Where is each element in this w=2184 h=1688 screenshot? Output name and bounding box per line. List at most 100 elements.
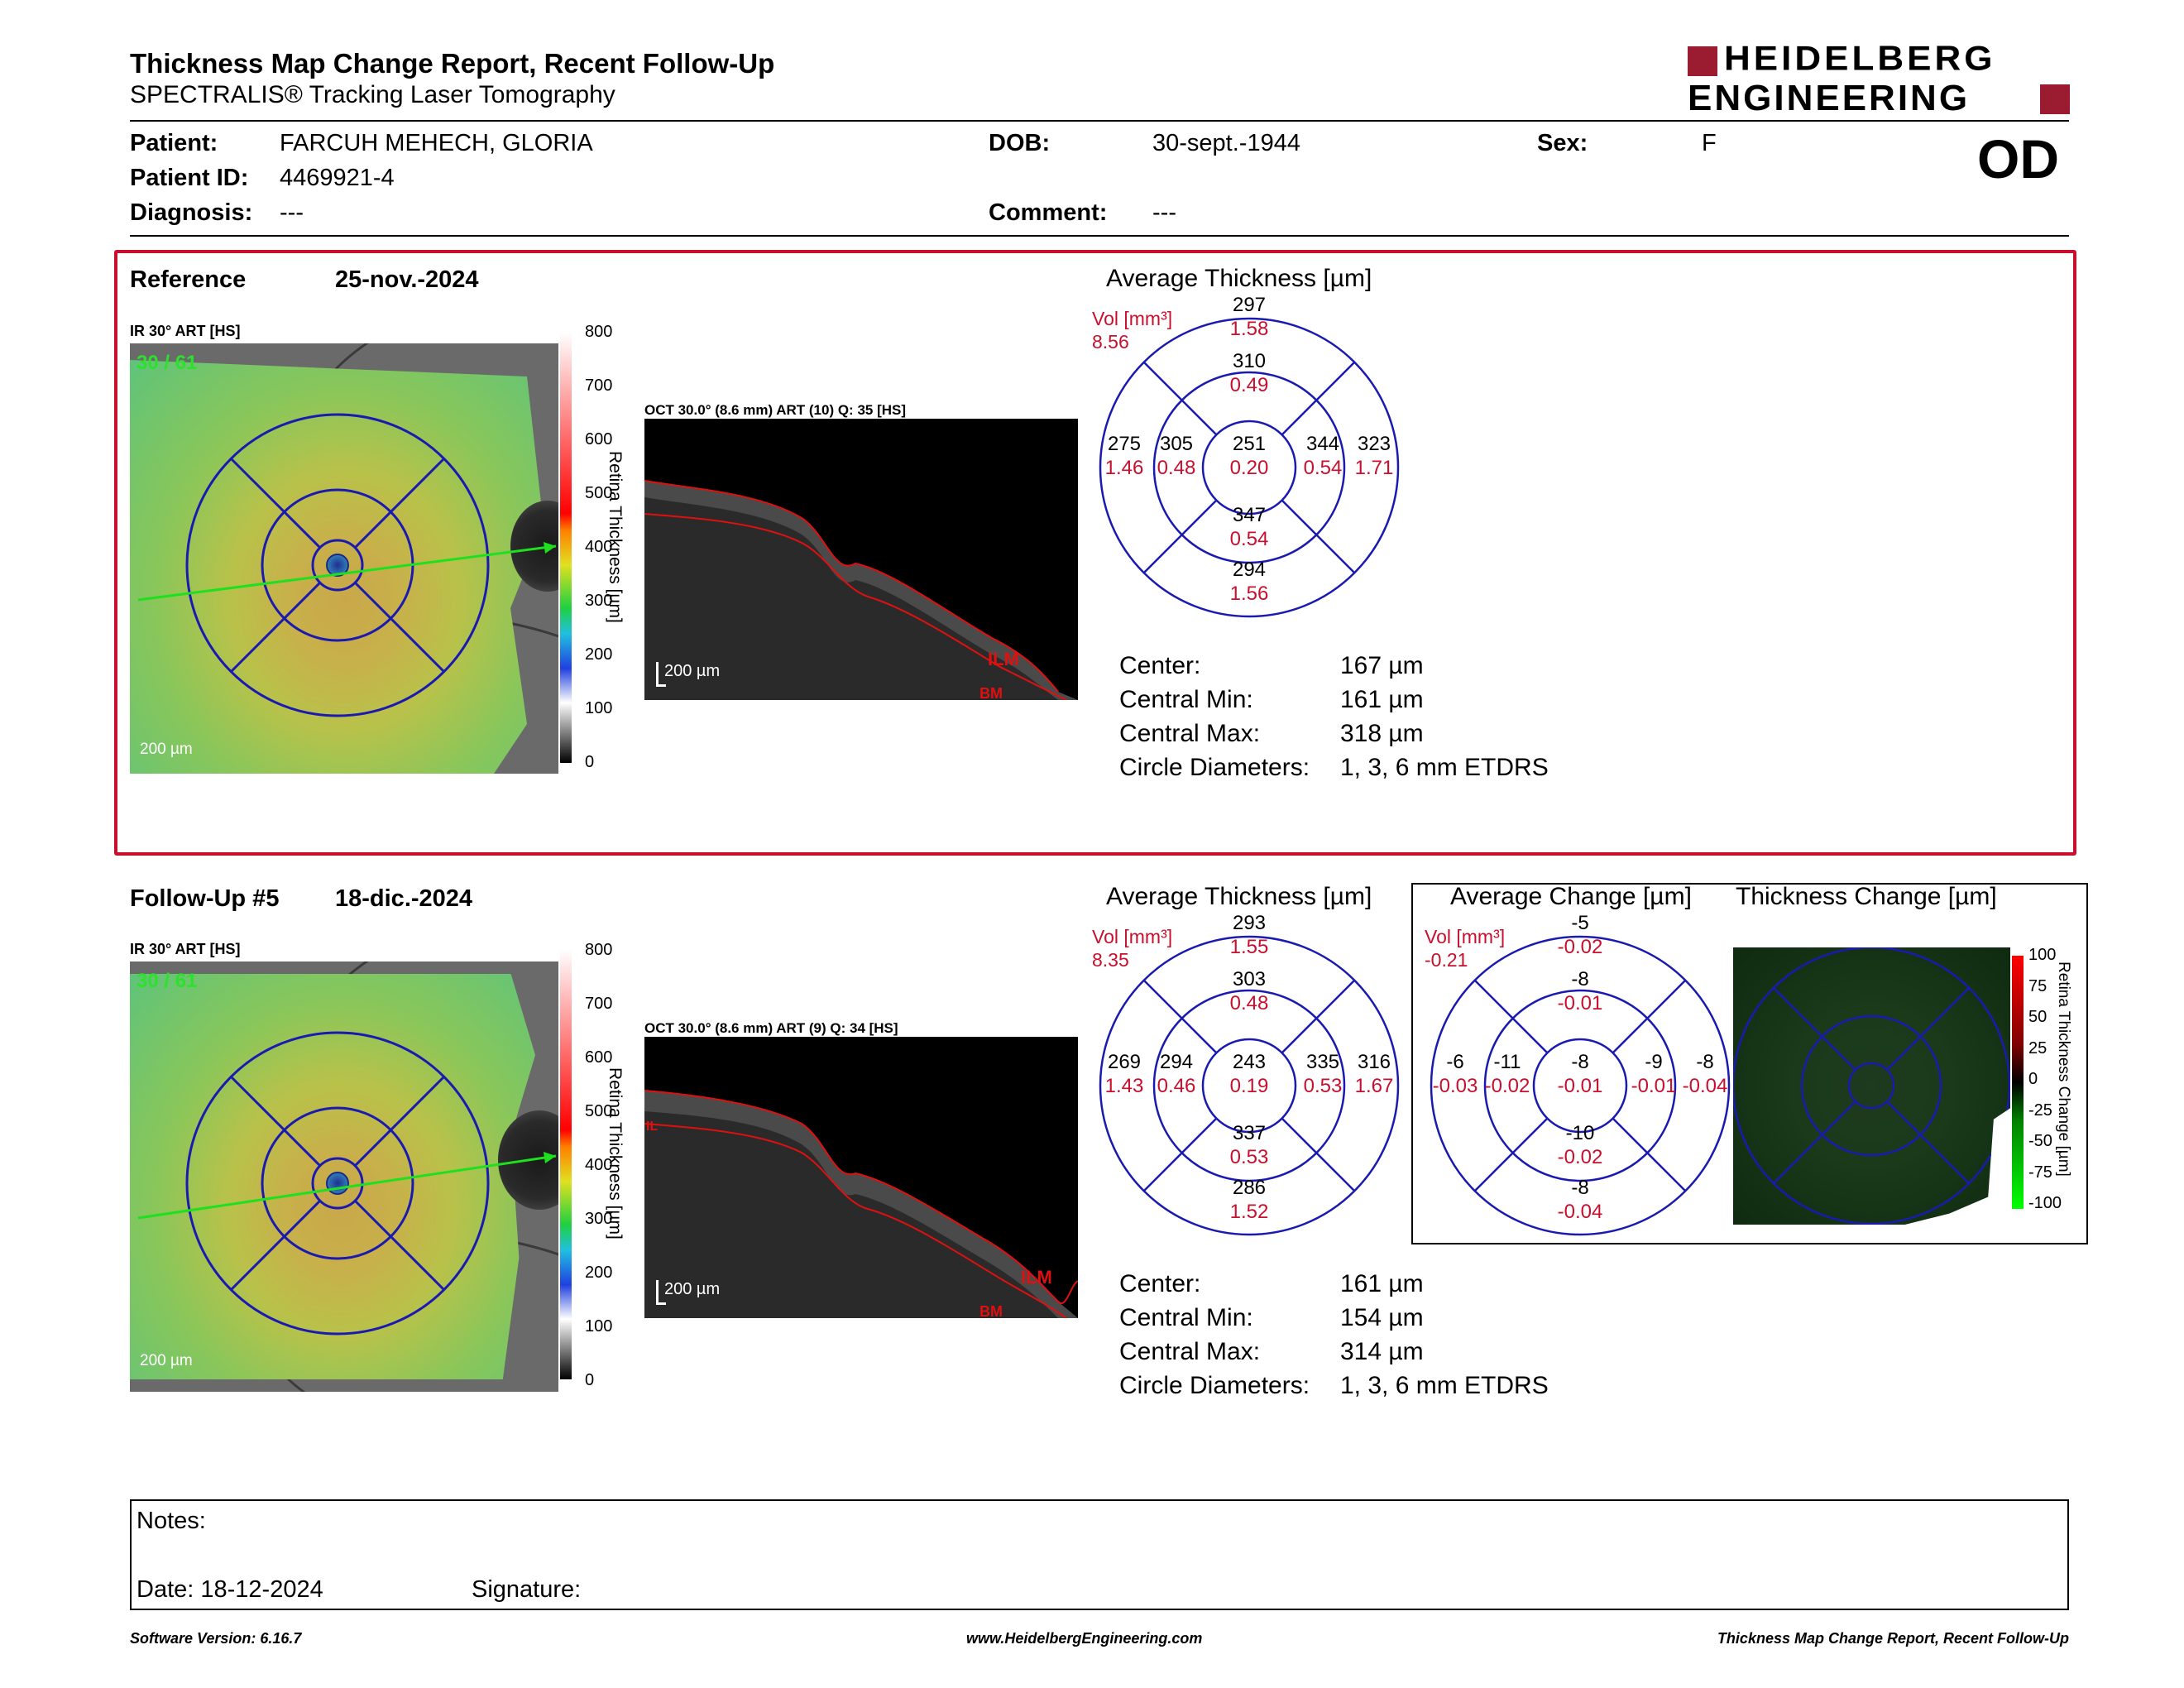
etdrs-grid	[1099, 935, 1400, 1236]
colorbar-tick: 0	[2028, 1070, 2038, 1088]
report-title: Thickness Map Change Report, Recent Foll…	[130, 48, 775, 79]
thickness-colorbar	[560, 949, 572, 1379]
etdrs-sector-on: 297 1.58	[1229, 294, 1269, 340]
etdrs-grid	[1099, 317, 1400, 618]
etdrs-sector-oN: 316 1.67	[1354, 1051, 1394, 1097]
etdrs-sector-iN: 344 0.54	[1303, 433, 1343, 479]
oct-bscan: 200 µm ILM BM	[644, 419, 1078, 700]
etdrs-sector-ot: 269 1.43	[1104, 1051, 1144, 1097]
etdrs-sector-is: 337 0.53	[1229, 1122, 1269, 1168]
diagnosis-label: Diagnosis:	[130, 199, 253, 226]
thickness-colorbar	[560, 333, 572, 763]
etdrs-sector-c: 251 0.20	[1229, 433, 1269, 479]
stat-label: Circle Diameters:	[1119, 1372, 1310, 1399]
colorbar-tick: 75	[2028, 976, 2048, 995]
colorbar-tick: 200	[585, 1264, 613, 1282]
etdrs-sector-it: 294 0.46	[1157, 1051, 1196, 1097]
etdrs-sector-it: -11 -0.02	[1484, 1051, 1530, 1097]
colorbar-tick: 0	[585, 753, 595, 771]
ir-label: IR 30° ART [HS]	[130, 941, 241, 957]
sex-label: Sex:	[1537, 130, 1588, 156]
ir-thickness-map: 30 / 61 200 µm	[130, 343, 558, 774]
sex-value: F	[1702, 130, 1717, 156]
etdrs-sector-iN: 335 0.53	[1303, 1051, 1343, 1097]
stat-label: Center:	[1119, 1270, 1201, 1297]
change-colorbar-label: Retina Thickness Change [µm]	[2055, 961, 2072, 1177]
average-change-title: Average Change [µm]	[1450, 883, 1692, 910]
followup-date: 18-dic.-2024	[335, 885, 473, 912]
patient-name: FARCUH MEHECH, GLORIA	[280, 130, 593, 156]
thickness-change-title: Thickness Change [µm]	[1736, 883, 1997, 910]
etdrs-sector-is: -10 -0.02	[1557, 1122, 1603, 1168]
colorbar-tick: 700	[585, 995, 613, 1013]
colorbar-tick: -100	[2028, 1194, 2062, 1212]
etdrs-sector-ot: 275 1.46	[1104, 433, 1144, 479]
colorbar-tick: -75	[2028, 1163, 2052, 1182]
etdrs-sector-on: -5 -0.02	[1557, 912, 1603, 958]
diagnosis-value: ---	[280, 199, 304, 226]
colorbar-tick: 0	[585, 1371, 595, 1389]
website-link[interactable]: www.HeidelbergEngineering.com	[966, 1630, 1203, 1647]
vol-value: 8.35	[1092, 949, 1129, 971]
signature-label: Signature:	[472, 1576, 582, 1603]
followup-label: Follow-Up #5	[130, 885, 280, 912]
etdrs-sector-os: 286 1.52	[1229, 1177, 1269, 1223]
etdrs-sector-is: 347 0.54	[1229, 504, 1269, 550]
stat-value: 314 µm	[1340, 1338, 1424, 1365]
reference-date: 25-nov.-2024	[335, 266, 479, 293]
change-panel	[1411, 883, 2088, 1244]
divider	[130, 120, 2069, 122]
colorbar-tick: 600	[585, 1048, 613, 1067]
comment-label: Comment:	[989, 199, 1108, 226]
notes-label: Notes:	[136, 1508, 206, 1534]
colorbar-tick: 400	[585, 538, 613, 556]
stat-label: Center:	[1119, 652, 1201, 679]
etdrs-sector-os: 294 1.56	[1229, 559, 1269, 605]
vol-label: Vol [mm³]	[1092, 308, 1173, 329]
thickness-change-map	[1733, 947, 2010, 1225]
patient-label: Patient:	[130, 130, 218, 156]
etdrs-sector-in: -8 -0.01	[1557, 968, 1603, 1014]
colorbar-tick: 400	[585, 1156, 613, 1174]
vol-value: 8.56	[1092, 331, 1129, 352]
colorbar-tick: -50	[2028, 1132, 2052, 1150]
notes-date: Date: 18-12-2024	[136, 1576, 323, 1603]
etdrs-sector-on: 293 1.55	[1229, 912, 1269, 958]
etdrs-sector-in: 310 0.49	[1229, 350, 1269, 396]
stat-label: Circle Diameters:	[1119, 754, 1310, 781]
oct-bscan: 200 µm ILM BM ILM	[644, 1037, 1078, 1318]
etdrs-sector-ot: -6 -0.03	[1432, 1051, 1478, 1097]
average-thickness-title: Average Thickness [µm]	[1106, 265, 1372, 292]
divider	[130, 235, 2069, 237]
etdrs-sector-c: 243 0.19	[1229, 1051, 1269, 1097]
stat-label: Central Max:	[1119, 1338, 1261, 1365]
oct-label: OCT 30.0° (8.6 mm) ART (10) Q: 35 [HS]	[644, 402, 907, 418]
colorbar-tick: 100	[585, 1317, 613, 1336]
colorbar-tick: 25	[2028, 1038, 2048, 1057]
colorbar-tick: 300	[585, 592, 613, 610]
patient-id-label: Patient ID:	[130, 165, 249, 191]
colorbar-tick: 100	[2028, 946, 2057, 964]
average-thickness-title: Average Thickness [µm]	[1106, 883, 1372, 910]
report-subtitle: SPECTRALIS® Tracking Laser Tomography	[130, 81, 615, 108]
stat-value: 154 µm	[1340, 1304, 1424, 1331]
vol-label: Vol [mm³]	[1092, 926, 1173, 947]
notes-box	[130, 1499, 2069, 1610]
colorbar-tick: 300	[585, 1210, 613, 1228]
etdrs-sector-os: -8 -0.04	[1557, 1177, 1603, 1223]
colorbar-tick: 700	[585, 376, 613, 395]
reference-label: Reference	[130, 266, 247, 293]
stat-value: 318 µm	[1340, 720, 1424, 747]
change-colorbar	[2012, 956, 2024, 1209]
vol-label: Vol [mm³]	[1425, 926, 1506, 947]
stat-label: Central Min:	[1119, 1304, 1253, 1331]
stat-value: 167 µm	[1340, 652, 1424, 679]
etdrs-sector-oN: 323 1.71	[1354, 433, 1394, 479]
stat-value: 161 µm	[1340, 1270, 1424, 1297]
etdrs-grid	[1430, 935, 1731, 1236]
heidelberg-logo: HEIDELBERG ENGINEERING	[1688, 39, 2070, 121]
ir-thickness-map: 30 / 61 200 µm	[130, 961, 558, 1392]
comment-value: ---	[1152, 199, 1176, 226]
colorbar-tick: 500	[585, 484, 613, 502]
stat-label: Central Max:	[1119, 720, 1261, 747]
